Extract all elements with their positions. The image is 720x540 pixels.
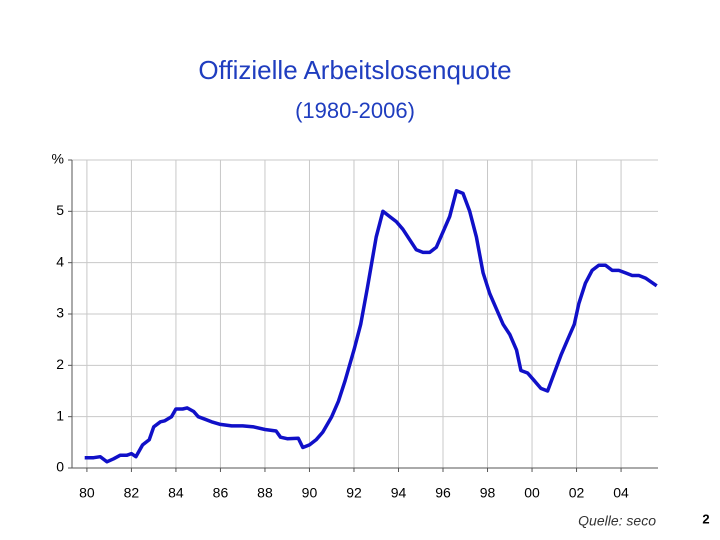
data-line (84, 189, 658, 464)
y-tick-label: 2 (56, 356, 64, 372)
y-tick-label: 4 (56, 253, 64, 269)
chart-subtitle: (1980-2006) (295, 98, 415, 123)
y-tick-label: 5 (56, 202, 64, 218)
x-tick-label: 90 (302, 485, 318, 501)
y-tick-label: 3 (56, 305, 64, 321)
x-tick-label: 02 (569, 485, 585, 501)
x-tick-label: 96 (435, 485, 451, 501)
y-tick-label: 0 (56, 459, 64, 475)
x-tick-label: 98 (480, 485, 496, 501)
x-tick-label: 88 (257, 485, 273, 501)
x-tick-label: 00 (524, 485, 540, 501)
y-tick-label: % (52, 151, 64, 167)
x-tick-label: 86 (213, 485, 229, 501)
x-tick-label: 82 (124, 485, 140, 501)
x-tick-label: 84 (168, 485, 184, 501)
x-tick-label: 94 (391, 485, 407, 501)
x-tick-label: 80 (79, 485, 95, 501)
page-number: 2 (702, 511, 709, 526)
y-tick-label: 1 (56, 407, 64, 423)
source-note: Quelle: seco (578, 513, 656, 529)
x-tick-label: 92 (346, 485, 362, 501)
x-tick-label: 04 (613, 485, 629, 501)
chart-title: Offizielle Arbeitslosenquote (198, 55, 511, 85)
